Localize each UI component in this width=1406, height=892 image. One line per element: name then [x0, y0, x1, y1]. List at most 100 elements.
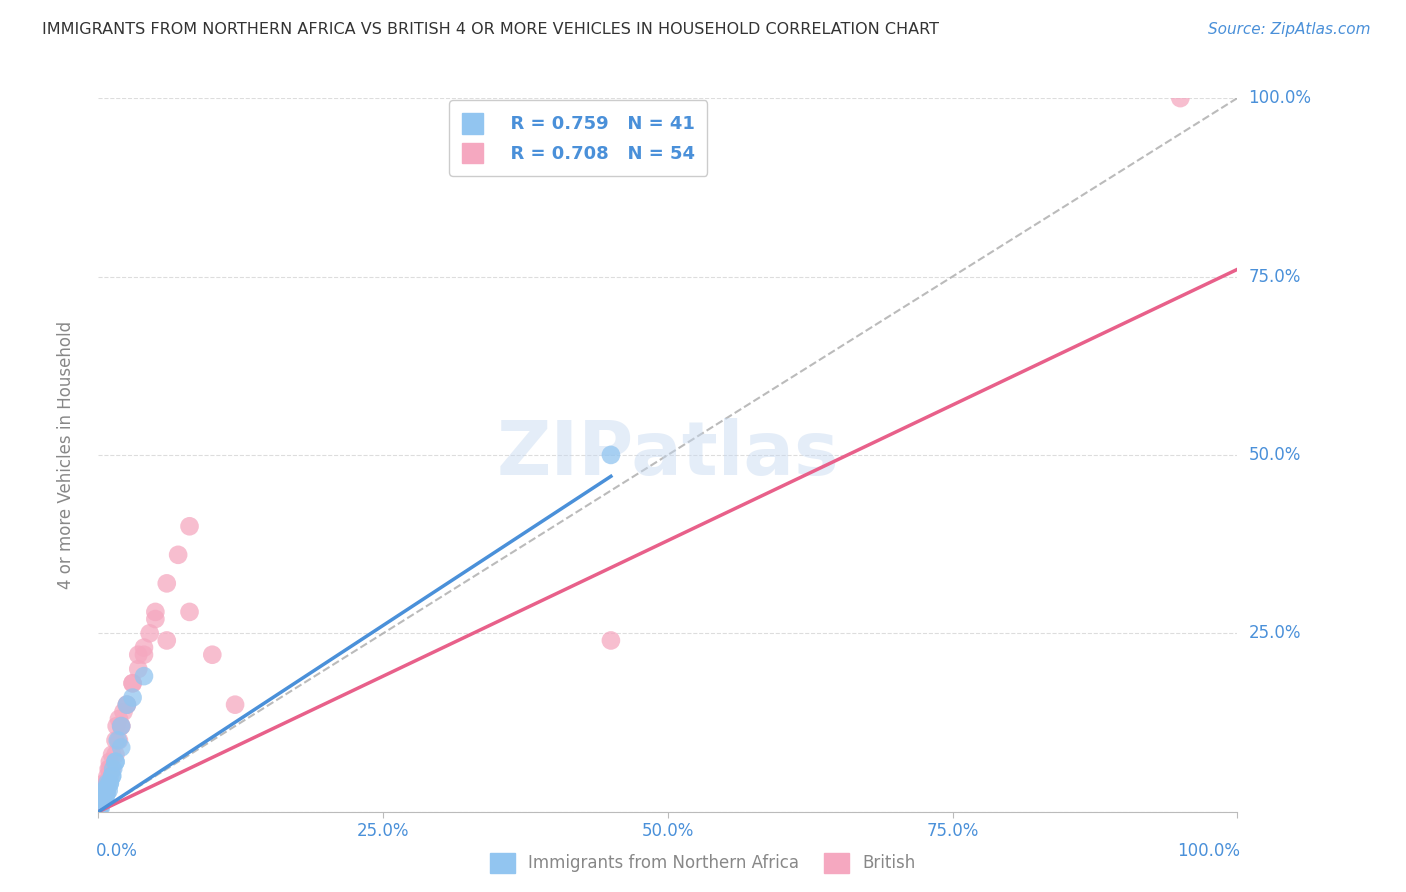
Point	[89, 797, 111, 812]
Point	[90, 801, 112, 815]
Point	[91, 783, 114, 797]
Point	[96, 783, 118, 797]
Point	[110, 719, 132, 733]
Point	[101, 747, 124, 762]
Point	[98, 776, 121, 790]
Point	[138, 626, 160, 640]
Point	[179, 605, 201, 619]
Text: Source: ZipAtlas.com: Source: ZipAtlas.com	[1208, 22, 1371, 37]
Point	[94, 783, 117, 797]
Point	[156, 633, 179, 648]
Point	[96, 787, 118, 801]
Point	[90, 797, 112, 812]
Point	[224, 698, 246, 712]
Point	[132, 669, 155, 683]
Point	[93, 787, 115, 801]
Point	[94, 780, 117, 794]
Point	[132, 648, 155, 662]
Point	[115, 698, 138, 712]
Point	[600, 633, 623, 648]
Point	[96, 787, 118, 801]
Point	[91, 790, 114, 805]
Point	[104, 755, 127, 769]
Point	[98, 755, 121, 769]
Point	[90, 794, 112, 808]
Point	[91, 787, 114, 801]
Point	[90, 787, 112, 801]
Text: IMMIGRANTS FROM NORTHERN AFRICA VS BRITISH 4 OR MORE VEHICLES IN HOUSEHOLD CORRE: IMMIGRANTS FROM NORTHERN AFRICA VS BRITI…	[42, 22, 939, 37]
Text: 100.0%: 100.0%	[1177, 842, 1240, 860]
Point	[156, 576, 179, 591]
Point	[90, 790, 112, 805]
Point	[91, 790, 114, 805]
Point	[89, 797, 111, 812]
Point	[105, 719, 128, 733]
Point	[600, 448, 623, 462]
Point	[94, 790, 117, 805]
Point	[90, 787, 112, 801]
Point	[132, 640, 155, 655]
Point	[127, 662, 149, 676]
Point	[121, 690, 143, 705]
Point	[104, 755, 127, 769]
Point	[96, 780, 118, 794]
Point	[89, 794, 111, 808]
Point	[96, 776, 118, 790]
Point	[104, 733, 127, 747]
Point	[101, 769, 124, 783]
Point	[89, 801, 111, 815]
Point	[94, 787, 117, 801]
Point	[107, 733, 129, 747]
Point	[90, 790, 112, 805]
Point	[93, 790, 115, 805]
Point	[115, 698, 138, 712]
Point	[121, 676, 143, 690]
Point	[115, 698, 138, 712]
Text: 75.0%: 75.0%	[1249, 268, 1301, 285]
Point	[104, 747, 127, 762]
Point	[145, 605, 167, 619]
Text: 100.0%: 100.0%	[1249, 89, 1312, 107]
Legend: Immigrants from Northern Africa, British: Immigrants from Northern Africa, British	[484, 847, 922, 880]
Point	[90, 794, 112, 808]
Point	[97, 762, 120, 776]
Point	[98, 776, 121, 790]
Point	[179, 519, 201, 533]
Point	[89, 797, 111, 812]
Point	[91, 787, 114, 801]
Point	[108, 733, 131, 747]
Point	[97, 783, 120, 797]
Point	[90, 794, 112, 808]
Point	[110, 719, 132, 733]
Point	[167, 548, 190, 562]
Point	[201, 648, 224, 662]
Point	[90, 783, 112, 797]
Point	[1170, 91, 1192, 105]
Point	[93, 787, 115, 801]
Point	[90, 797, 112, 812]
Point	[127, 648, 149, 662]
Point	[96, 769, 118, 783]
Point	[110, 719, 132, 733]
Point	[96, 776, 118, 790]
Text: 25.0%: 25.0%	[1249, 624, 1301, 642]
Legend:   R = 0.759   N = 41,   R = 0.708   N = 54: R = 0.759 N = 41, R = 0.708 N = 54	[449, 100, 707, 176]
Point	[90, 794, 112, 808]
Point	[93, 783, 115, 797]
Text: 50.0%: 50.0%	[1249, 446, 1301, 464]
Text: ZIPatlas: ZIPatlas	[496, 418, 839, 491]
Point	[112, 705, 135, 719]
Point	[93, 776, 115, 790]
Point	[94, 783, 117, 797]
Point	[108, 712, 131, 726]
Point	[96, 783, 118, 797]
Point	[98, 769, 121, 783]
Point	[110, 740, 132, 755]
Y-axis label: 4 or more Vehicles in Household: 4 or more Vehicles in Household	[56, 321, 75, 589]
Point	[103, 762, 125, 776]
Text: 0.0%: 0.0%	[96, 842, 138, 860]
Point	[98, 762, 121, 776]
Point	[90, 794, 112, 808]
Point	[89, 801, 111, 815]
Point	[91, 790, 114, 805]
